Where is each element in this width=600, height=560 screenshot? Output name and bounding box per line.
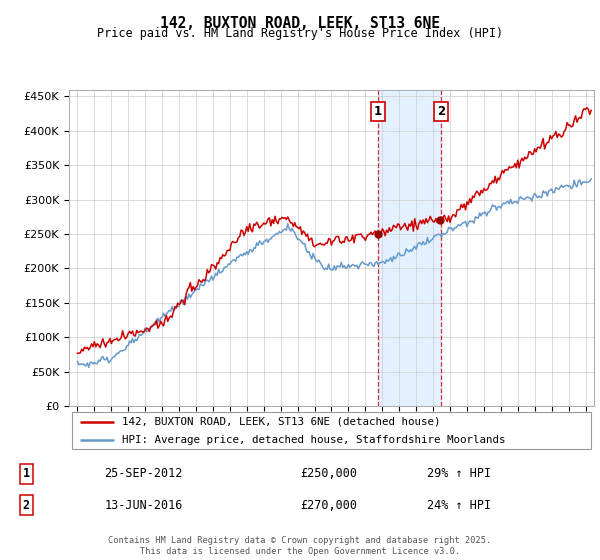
Text: 25-SEP-2012: 25-SEP-2012 — [104, 467, 182, 480]
Text: 29% ↑ HPI: 29% ↑ HPI — [427, 467, 491, 480]
Text: 2: 2 — [437, 105, 445, 118]
Text: HPI: Average price, detached house, Staffordshire Moorlands: HPI: Average price, detached house, Staf… — [121, 435, 505, 445]
Text: £270,000: £270,000 — [300, 498, 357, 512]
Text: 24% ↑ HPI: 24% ↑ HPI — [427, 498, 491, 512]
Text: 142, BUXTON ROAD, LEEK, ST13 6NE (detached house): 142, BUXTON ROAD, LEEK, ST13 6NE (detach… — [121, 417, 440, 427]
Text: Contains HM Land Registry data © Crown copyright and database right 2025.
This d: Contains HM Land Registry data © Crown c… — [109, 536, 491, 556]
Text: Price paid vs. HM Land Registry's House Price Index (HPI): Price paid vs. HM Land Registry's House … — [97, 27, 503, 40]
Text: 1: 1 — [374, 105, 382, 118]
Text: 1: 1 — [23, 467, 30, 480]
Text: 142, BUXTON ROAD, LEEK, ST13 6NE: 142, BUXTON ROAD, LEEK, ST13 6NE — [160, 16, 440, 31]
Text: £250,000: £250,000 — [300, 467, 357, 480]
Text: 13-JUN-2016: 13-JUN-2016 — [104, 498, 182, 512]
FancyBboxPatch shape — [71, 413, 592, 449]
Bar — [378, 90, 441, 406]
Text: 2: 2 — [23, 498, 30, 512]
